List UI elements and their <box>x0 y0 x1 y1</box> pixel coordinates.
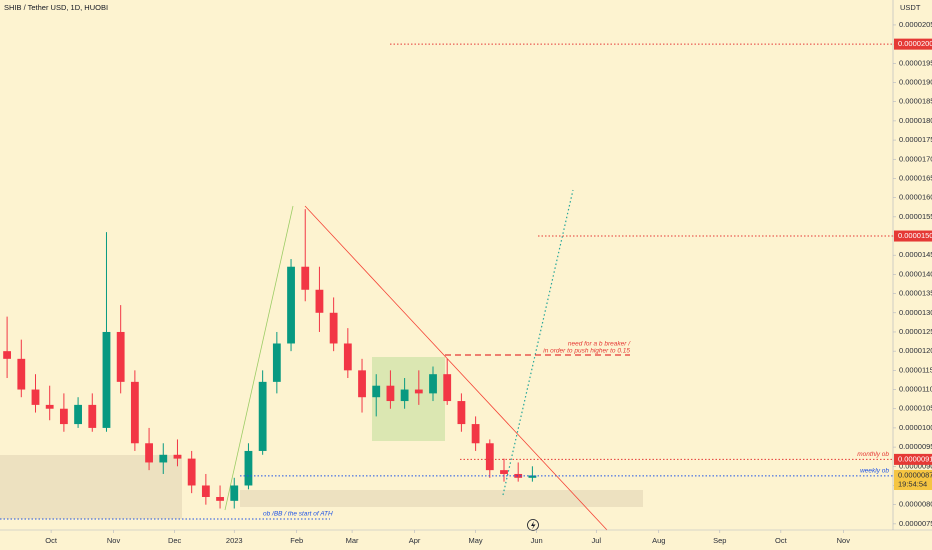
candle-body <box>17 358 26 390</box>
candle-body <box>45 404 54 409</box>
candle-body <box>230 485 239 501</box>
y-tick-label: 0.00001050 <box>899 404 932 413</box>
x-tick-label: Mar <box>346 536 359 545</box>
level-note: weekly ob <box>860 468 889 475</box>
level-price-box <box>894 38 932 50</box>
candle-body <box>272 343 281 382</box>
candle-body <box>287 266 295 344</box>
annotation: need for a b breaker / <box>568 341 631 348</box>
y-tick-label: 0.00001250 <box>899 327 932 336</box>
candle-body <box>159 454 168 463</box>
zone <box>0 455 182 519</box>
y-tick-label: 0.00001400 <box>899 269 932 278</box>
y-tick-label: 0.00001650 <box>899 173 932 182</box>
trend-line <box>224 205 294 511</box>
y-tick-label: 0.00001200 <box>899 346 932 355</box>
candle-body <box>414 389 423 394</box>
level-price-label: 0.00001500 <box>898 231 932 240</box>
y-tick-label: 0.00001300 <box>899 308 932 317</box>
candle-body <box>457 401 466 425</box>
y-tick-label: 0.00000800 <box>899 500 932 509</box>
y-tick-label: 0.00001450 <box>899 250 932 259</box>
candle-body <box>528 475 537 478</box>
y-tick-label: 0.00000950 <box>899 442 932 451</box>
candle-body <box>88 404 97 428</box>
candle-body <box>372 385 381 398</box>
y-tick-label: 0.00001800 <box>899 116 932 125</box>
candle-body <box>3 351 12 359</box>
candle-body <box>343 343 352 371</box>
last-price-label: 0.00000876 <box>898 470 932 479</box>
candle-body <box>514 473 523 478</box>
y-tick-label: 0.00001700 <box>899 154 932 163</box>
candle-body <box>329 312 338 344</box>
y-tick-label: 0.00001850 <box>899 97 932 106</box>
candle-body <box>74 404 82 425</box>
level-price-label: 0.00000918 <box>898 454 932 463</box>
candle-body <box>485 443 494 471</box>
y-tick-label: 0.00002050 <box>899 20 932 29</box>
x-tick-label: 2023 <box>226 536 243 545</box>
candle-body <box>59 408 68 425</box>
countdown: 19:54:54 <box>898 479 927 488</box>
y-tick-label: 0.00001000 <box>899 423 932 432</box>
x-tick-label: Nov <box>837 536 851 545</box>
annotation: in order to push higher to 0.15 <box>543 348 630 355</box>
candle-body <box>471 424 480 444</box>
candle-body <box>130 381 139 444</box>
x-tick-label: Oct <box>45 536 58 545</box>
chart-title: SHIB / Tether USD, 1D, HUOBI <box>4 3 108 12</box>
y-tick-label: 0.00001950 <box>899 58 932 67</box>
x-tick-label: Sep <box>713 536 726 545</box>
level-price-box <box>894 453 932 465</box>
y-axis-label: USDT <box>900 3 921 12</box>
trend-line <box>304 205 608 531</box>
x-tick-label: Feb <box>290 536 303 545</box>
last-price-box <box>894 470 932 491</box>
candle-body <box>102 331 111 428</box>
level-price-box <box>894 230 932 242</box>
candle-body <box>216 496 224 501</box>
x-tick-label: Dec <box>168 536 182 545</box>
x-tick-label: May <box>469 536 483 545</box>
projection-line <box>502 189 574 496</box>
x-tick-label: Oct <box>775 536 788 545</box>
x-tick-label: Nov <box>107 536 121 545</box>
y-tick-label: 0.00001550 <box>899 212 932 221</box>
candle-body <box>429 374 437 394</box>
y-tick-label: 0.00000750 <box>899 519 932 528</box>
candle-body <box>244 450 253 486</box>
candle-body <box>258 381 267 451</box>
y-tick-label: 0.00001350 <box>899 289 932 298</box>
candle-body <box>145 443 153 463</box>
zone <box>240 490 643 507</box>
candle-body <box>358 370 366 398</box>
x-tick-label: Jul <box>591 536 601 545</box>
level-note: monthly ob <box>857 451 889 458</box>
x-tick-label: Apr <box>409 536 421 545</box>
candle-body <box>116 331 125 382</box>
candle-body <box>201 485 210 497</box>
candle-body <box>400 389 409 402</box>
candle-body <box>173 454 182 459</box>
x-tick-label: Jun <box>531 536 543 545</box>
y-tick-label: 0.00001900 <box>899 77 932 86</box>
candle-body <box>301 266 310 290</box>
candle-body <box>386 385 395 402</box>
candle-body <box>187 458 196 486</box>
y-tick-label: 0.00001750 <box>899 135 932 144</box>
candle-body <box>443 374 452 402</box>
x-tick-label: Aug <box>652 536 665 545</box>
candle-body <box>315 289 324 313</box>
candle-body <box>500 470 508 474</box>
event-icon-bolt <box>531 521 536 530</box>
y-tick-label: 0.00000900 <box>899 461 932 470</box>
y-tick-label: 0.00001600 <box>899 193 932 202</box>
candle-body <box>31 389 40 405</box>
annotation: ob /BB / the start of ATH <box>263 511 333 518</box>
